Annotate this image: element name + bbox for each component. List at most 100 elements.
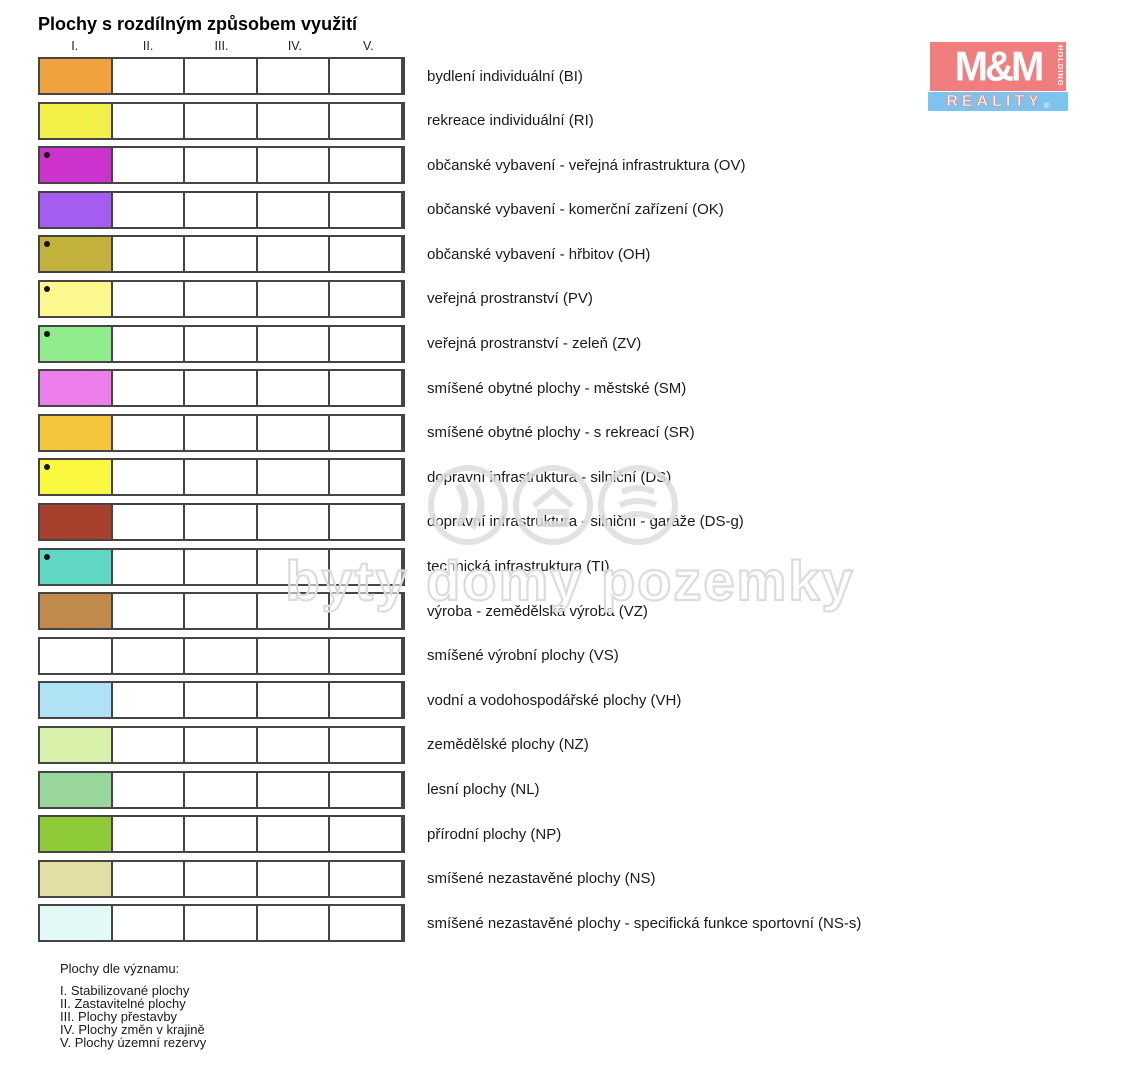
legend-row-label: přírodní plochy (NP)	[427, 825, 562, 843]
swatch-cell-col3	[185, 59, 258, 93]
legend-row-label: veřejná prostranství (PV)	[427, 290, 593, 308]
legend-row: smíšené obytné plochy - s rekreací (SR)	[38, 413, 695, 452]
swatch-cell-col4	[257, 103, 331, 138]
swatch-cell-col2	[112, 906, 186, 941]
swatch-cell-col4	[257, 549, 331, 584]
swatch-cell-col3	[185, 549, 258, 584]
page-title: Plochy s rozdílným způsobem využití	[38, 14, 358, 34]
swatch-cell-col2	[112, 683, 186, 718]
legend-row: smíšené obytné plochy - městské (SM)	[38, 369, 686, 408]
swatch-cell-col3	[185, 906, 258, 941]
swatch-cell-col1	[40, 415, 113, 450]
legend-row-label: bydlení individuální (BI)	[427, 67, 583, 85]
swatch-cell-col1	[40, 638, 113, 673]
swatch-cell-col4	[257, 638, 331, 673]
swatch-cell-col1	[40, 237, 113, 272]
swatch-cell-col4	[257, 594, 331, 629]
swatch-cell-col1	[40, 594, 113, 629]
swatch-cell-col1	[40, 103, 113, 138]
notes: Plochy dle významu: I. Stabilizované plo…	[60, 961, 206, 1050]
swatch-cell-col5	[330, 148, 403, 183]
stabilized-dot	[44, 330, 50, 337]
swatch-cell-col2	[112, 727, 186, 762]
swatch-cell-col5	[330, 103, 403, 138]
logo-top-block: M&M HOLDING	[930, 42, 1066, 91]
swatch-cell-col1	[40, 906, 113, 941]
swatch-cell-col2	[112, 371, 186, 406]
swatch-cell-col3	[185, 103, 258, 138]
swatch-cell-col5	[330, 504, 403, 539]
swatch-cell-col5	[330, 817, 403, 852]
swatch-cell-col1	[40, 59, 113, 93]
swatch-cell-col3	[185, 148, 258, 183]
swatch-cell-col5	[330, 371, 403, 406]
swatch-cell-col2	[112, 504, 186, 539]
swatch-cell-col3	[185, 371, 258, 406]
swatch-cell-col3	[185, 192, 258, 227]
swatch-cell-col1	[40, 148, 113, 183]
column-header-3: III.	[214, 39, 229, 53]
legend-row-label: občanské vybavení - veřejná infrastruktu…	[427, 156, 746, 174]
swatch-cell-col1	[40, 326, 113, 361]
notes-heading: Plochy dle významu:	[60, 961, 180, 976]
swatch-cell-col5	[330, 727, 403, 762]
legend-row: občanské vybavení - hřbitov (OH)	[38, 235, 650, 274]
swatch-cell-col5	[330, 237, 403, 272]
swatch-cell-col4	[257, 371, 331, 406]
swatch-cell-col5	[330, 772, 403, 807]
swatch-cell-col1	[40, 683, 113, 718]
swatch-cell-col5	[330, 415, 403, 450]
swatch-cell-col2	[112, 103, 186, 138]
stabilized-dot	[44, 241, 50, 248]
legend-row: smíšené nezastavěné plochy - specifická …	[38, 904, 861, 943]
legend-row: přírodní plochy (NP)	[38, 815, 561, 854]
swatch-cell-col5	[330, 59, 403, 93]
legend-row: dopravní infrastruktura - silniční (DS)	[38, 458, 671, 497]
swatch-cell-col4	[257, 281, 331, 316]
swatch-cell-col3	[185, 594, 258, 629]
swatch-cell-col3	[185, 772, 258, 807]
legend-row: lesní plochy (NL)	[38, 770, 540, 809]
legend-row-label: technická infrastruktura (TI)	[427, 558, 610, 576]
notes-item: IV. Plochy změn v krajině	[60, 1021, 205, 1037]
swatch-cell-col3	[185, 638, 258, 673]
swatch-cell-col1	[40, 861, 113, 896]
swatch-cell-col5	[330, 549, 403, 584]
stabilized-dot	[44, 464, 50, 471]
swatch-cell-col2	[112, 638, 186, 673]
stabilized-dot	[44, 553, 50, 560]
legend-row: vodní a vodohospodářské plochy (VH)	[38, 681, 681, 720]
swatch-cell-col2	[112, 460, 186, 495]
swatch-cell-col2	[112, 281, 186, 316]
legend-row: technická infrastruktura (TI)	[38, 547, 610, 586]
legend-row: veřejná prostranství - zeleň (ZV)	[38, 324, 641, 363]
legend-row-label: smíšené obytné plochy - s rekreací (SR)	[427, 424, 695, 442]
column-headers: I. II. III. IV. V.	[38, 39, 405, 53]
swatch-cell-col3	[185, 861, 258, 896]
logo-bottom-block: REALITY ®	[928, 92, 1068, 111]
stabilized-dot	[44, 285, 50, 292]
swatch-cell-col5	[330, 192, 403, 227]
swatch-cell-col5	[330, 683, 403, 718]
swatch-cell-col5	[330, 906, 403, 941]
legend-row-label: dopravní infrastruktura - silniční (DS)	[427, 468, 672, 486]
swatch-cell-col3	[185, 326, 258, 361]
column-header-1: I.	[71, 39, 79, 53]
legend-row: smíšené nezastavěné plochy (NS)	[38, 859, 655, 898]
notes-item: V. Plochy územní rezervy	[60, 1034, 207, 1050]
legend-row: rekreace individuální (RI)	[38, 101, 594, 140]
swatch-cell-col1	[40, 549, 113, 584]
legend-row-label: smíšené nezastavěné plochy (NS)	[427, 870, 656, 888]
column-header-5: V.	[362, 39, 374, 53]
swatch-cell-col1	[40, 192, 113, 227]
swatch-cell-col4	[257, 460, 331, 495]
swatch-cell-col3	[185, 237, 258, 272]
legend-row-label: občanské vybavení - komerční zařízení (O…	[427, 201, 724, 219]
legend-row-label: občanské vybavení - hřbitov (OH)	[427, 245, 651, 263]
legend-row-label: dopravní infrastruktura - silniční - gar…	[427, 513, 744, 531]
swatch-cell-col3	[185, 817, 258, 852]
swatch-cell-col4	[257, 237, 331, 272]
swatch-cell-col2	[112, 772, 186, 807]
legend-row: smíšené výrobní plochy (VS)	[38, 636, 619, 675]
